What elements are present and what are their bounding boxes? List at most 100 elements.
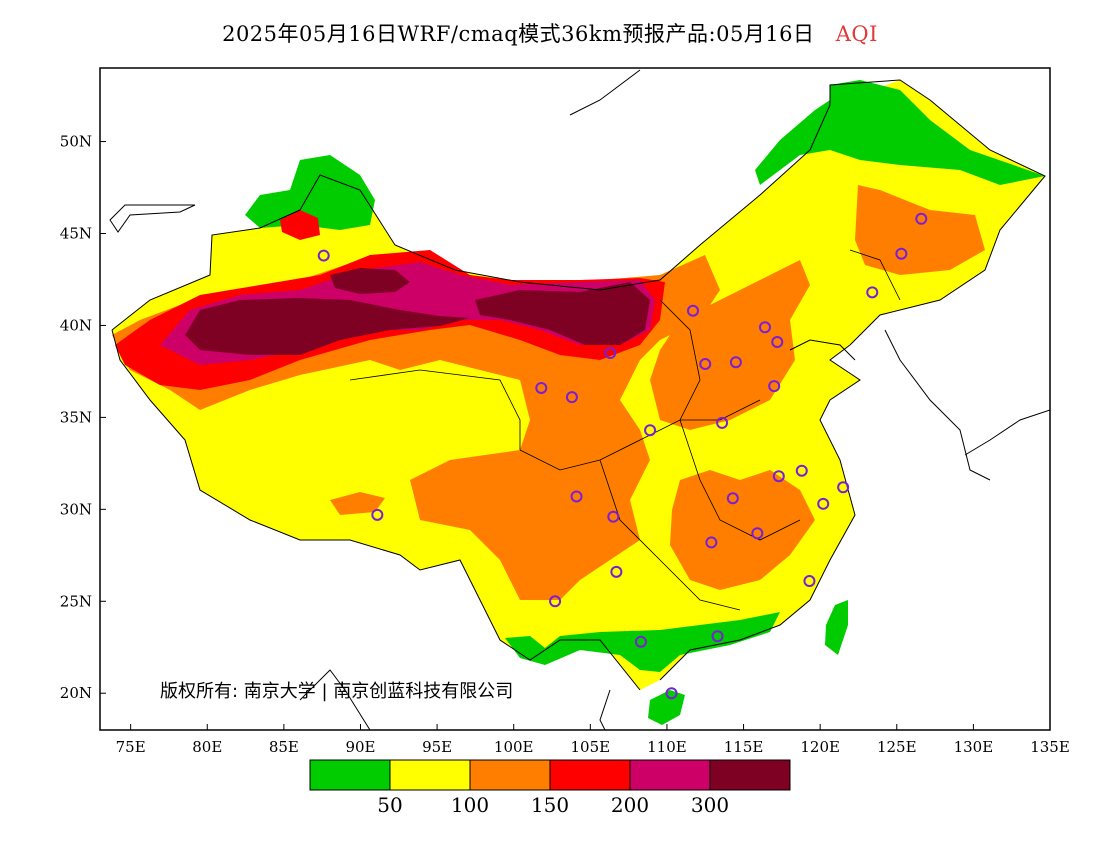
- x-tick-label: 80E: [192, 738, 222, 756]
- station-marker: [644, 424, 657, 437]
- aqi-zone-maroon-taklamakan: [185, 298, 470, 355]
- province-line-1: [349, 369, 521, 450]
- y-tick-label: 50N: [60, 133, 92, 151]
- map-title: 2025年05月16日WRF/cmaq模式36km预报产品:05月16日 AQI: [0, 18, 1100, 48]
- x-tick-label: 135E: [1030, 738, 1070, 756]
- aqi-legend: 50 100 150 200 300: [309, 759, 791, 817]
- legend-swatch: [709, 759, 791, 791]
- x-tick-label: 90E: [345, 738, 375, 756]
- station-marker: [686, 304, 699, 317]
- aqi-zone-orange-central: [670, 470, 815, 590]
- indochina-coast: [299, 669, 371, 730]
- station-marker: [716, 416, 729, 429]
- y-tick-label: 30N: [60, 500, 92, 518]
- station-marker: [915, 212, 928, 225]
- legend-swatch: [549, 759, 631, 791]
- station-marker: [371, 508, 384, 521]
- station-marker: [726, 492, 739, 505]
- legend-swatch: [629, 759, 711, 791]
- x-tick-label: 105E: [571, 738, 611, 756]
- boundary-lines: [109, 69, 1050, 730]
- station-marker: [699, 358, 712, 371]
- aqi-zone-green-hainan: [648, 690, 685, 725]
- aqi-zone-green-south: [505, 612, 780, 672]
- legend-label: 50: [377, 793, 402, 817]
- aqi-zone-red-junggar: [280, 210, 320, 240]
- station-marker: [803, 575, 816, 588]
- y-tick-label: 40N: [60, 316, 92, 334]
- station-marker: [607, 510, 620, 523]
- legend-label: 300: [691, 793, 729, 817]
- copyright-text: 版权所有: 南京大学 | 南京创蓝科技有限公司: [160, 681, 513, 702]
- legend-swatch: [389, 759, 471, 791]
- x-tick-label: 95E: [422, 738, 452, 756]
- station-marker: [751, 527, 764, 540]
- legend-label: 100: [451, 793, 489, 817]
- y-tick-label: 20N: [60, 684, 92, 702]
- y-axis: 20N 25N 30N 35N 40N 45N 50N: [60, 133, 106, 702]
- x-tick-label: 130E: [954, 738, 994, 756]
- aqi-fill-layers: [112, 80, 1045, 725]
- legend-label: 150: [531, 793, 569, 817]
- station-marker: [634, 635, 647, 648]
- legend-swatch: [309, 759, 391, 791]
- station-marker: [610, 565, 623, 578]
- province-line-6: [849, 249, 901, 301]
- station-marker: [837, 481, 850, 494]
- station-marker: [729, 356, 742, 369]
- station-marker: [866, 286, 879, 299]
- province-line-5: [659, 299, 701, 421]
- x-tick-label: 75E: [116, 738, 146, 756]
- aqi-zone-green-taiwan: [825, 600, 848, 655]
- china-border-south: [111, 329, 641, 691]
- title-text: 2025年05月16日WRF/cmaq模式36km预报产品:05月16日: [222, 22, 815, 46]
- station-markers: [317, 212, 928, 700]
- aqi-zone-maroon-turpan: [330, 268, 410, 294]
- map-plot-area: [109, 69, 1050, 730]
- station-marker: [817, 497, 830, 510]
- station-marker: [771, 335, 784, 348]
- vietnam-coast: [599, 689, 611, 730]
- province-line-3: [599, 459, 741, 611]
- x-axis: 75E 80E 85E 90E 95E 100E 105E 110E 115E 120E 125E 1…: [116, 724, 1070, 756]
- japan-coast: [964, 409, 1050, 456]
- y-tick-label: 35N: [60, 408, 92, 426]
- station-marker: [317, 249, 330, 262]
- station-marker: [565, 391, 578, 404]
- map-frame: [99, 67, 1051, 731]
- station-marker: [795, 464, 808, 477]
- x-tick-label: 120E: [800, 738, 840, 756]
- kazakh-coast: [109, 204, 196, 233]
- station-marker: [705, 536, 718, 549]
- y-tick-label: 25N: [60, 592, 92, 610]
- station-marker: [549, 595, 562, 608]
- legend-swatch: [469, 759, 551, 791]
- station-marker: [570, 490, 583, 503]
- korea-coast: [884, 329, 991, 481]
- aqi-zone-green-northeast: [755, 80, 1045, 185]
- variable-label: AQI: [835, 22, 878, 46]
- x-tick-label: 110E: [647, 738, 687, 756]
- station-marker: [768, 380, 781, 393]
- aqi-zone-orange-northeast: [855, 185, 985, 275]
- russia-coast: [569, 69, 641, 116]
- x-tick-label: 100E: [494, 738, 534, 756]
- y-tick-label: 45N: [60, 225, 92, 243]
- aqi-zone-maroon-gobi: [475, 282, 650, 345]
- china-border: [111, 79, 1046, 346]
- station-marker: [604, 347, 617, 360]
- yellow-sea-coast: [789, 339, 856, 361]
- x-tick-label: 85E: [269, 738, 299, 756]
- x-tick-label: 125E: [877, 738, 917, 756]
- legend-label: 200: [611, 793, 649, 817]
- station-marker: [759, 321, 771, 334]
- province-line-2: [519, 399, 761, 471]
- station-marker: [535, 381, 548, 394]
- station-marker: [665, 687, 678, 700]
- station-marker: [895, 247, 908, 260]
- province-line-4: [679, 419, 801, 541]
- station-marker: [711, 630, 724, 643]
- aqi-zone-orange-tibet: [330, 492, 385, 515]
- station-marker: [772, 470, 785, 483]
